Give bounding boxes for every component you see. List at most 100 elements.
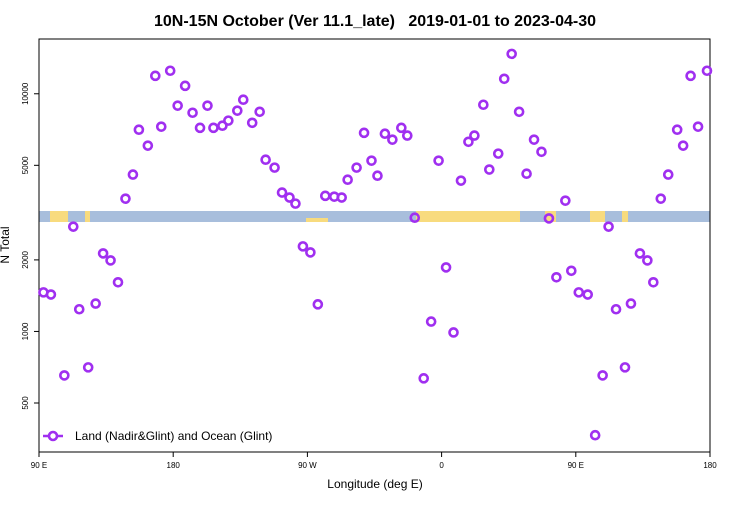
data-point [634, 248, 646, 259]
data-point [379, 128, 391, 140]
data-point [164, 65, 176, 77]
data-point [610, 303, 622, 315]
data-point [232, 105, 243, 116]
data-point [82, 362, 94, 373]
data-point [448, 327, 459, 338]
x-tick-label: 90 W [298, 461, 317, 470]
data-point [187, 107, 198, 119]
data-point [155, 121, 167, 132]
data-point [521, 168, 532, 180]
data-point [573, 287, 585, 298]
data-point [603, 221, 614, 232]
data-point [433, 155, 444, 166]
data-point [463, 136, 474, 148]
data-point [269, 162, 280, 173]
data-point [589, 429, 601, 441]
data-point [112, 276, 124, 288]
data-point [246, 117, 258, 129]
data-point [387, 134, 398, 145]
data-point [677, 140, 689, 151]
data-point [312, 299, 324, 310]
data-point [671, 124, 683, 136]
data-point [469, 130, 480, 141]
plot-frame [38, 38, 711, 453]
data-point [528, 134, 540, 145]
data-point [97, 248, 109, 259]
data-point [648, 276, 659, 288]
data-point [402, 130, 413, 141]
data-point [478, 99, 489, 111]
data-point [425, 316, 437, 327]
data-point [142, 140, 154, 151]
y-tick-label: 2000 [21, 250, 30, 268]
data-point [662, 169, 674, 180]
x-tick-label: 90 E [31, 461, 47, 470]
data-point [685, 70, 696, 82]
data-point [179, 80, 191, 92]
y-tick-label: 1000 [21, 322, 30, 340]
data-point [692, 121, 704, 132]
data-point [642, 255, 653, 266]
data-point [90, 298, 101, 309]
data-point [336, 192, 347, 203]
data-point [366, 155, 377, 166]
data-point [120, 193, 131, 204]
data-point [351, 162, 362, 173]
data-point [105, 255, 116, 266]
data-point [484, 164, 495, 175]
data-point [440, 262, 452, 273]
data-point [208, 122, 219, 134]
data-point [59, 370, 70, 381]
data-point [560, 195, 571, 206]
data-point [127, 169, 139, 180]
data-point [409, 212, 421, 224]
data-point [73, 303, 85, 315]
data-point [418, 373, 430, 384]
data-point [284, 192, 295, 203]
data-point [150, 70, 161, 82]
data-point [305, 247, 316, 258]
data-point [506, 48, 517, 60]
data-point [276, 187, 288, 198]
data-point [597, 370, 608, 381]
x-axis-label: Longitude (deg E) [327, 477, 422, 491]
data-point [290, 198, 301, 209]
data-point [655, 193, 667, 204]
data-point [536, 146, 547, 158]
legend-marker [47, 430, 59, 442]
map-strip [39, 211, 710, 222]
y-tick-label: 10000 [21, 82, 30, 105]
data-point [45, 289, 57, 300]
data-point [358, 127, 370, 139]
legend-label: Land (Nadir&Glint) and Ocean (Glint) [75, 429, 272, 443]
data-point [172, 100, 183, 111]
data-point [133, 124, 145, 136]
x-tick-label: 180 [167, 461, 181, 470]
data-point [492, 148, 504, 159]
data-point [701, 65, 713, 77]
data-point [396, 122, 407, 134]
data-point [202, 100, 213, 111]
x-tick-label: 90 E [568, 461, 584, 470]
data-point [223, 115, 234, 126]
data-point [498, 73, 510, 85]
y-axis-label: N Total [0, 226, 12, 263]
data-point [217, 120, 228, 131]
data-point [619, 362, 631, 373]
data-point [260, 154, 271, 165]
data-point [297, 241, 309, 252]
data-point [67, 221, 79, 232]
chart-title: 10N-15N October (Ver 11.1_late) 2019-01-… [154, 13, 596, 30]
y-tick-label: 500 [21, 396, 30, 410]
data-point [237, 94, 249, 106]
x-tick-label: 0 [439, 461, 444, 470]
data-point [566, 265, 577, 277]
data-point [194, 122, 206, 134]
data-point [254, 106, 265, 118]
data-point [513, 106, 525, 118]
x-tick-label: 180 [703, 461, 717, 470]
data-point [342, 174, 353, 185]
data-point [551, 271, 562, 283]
